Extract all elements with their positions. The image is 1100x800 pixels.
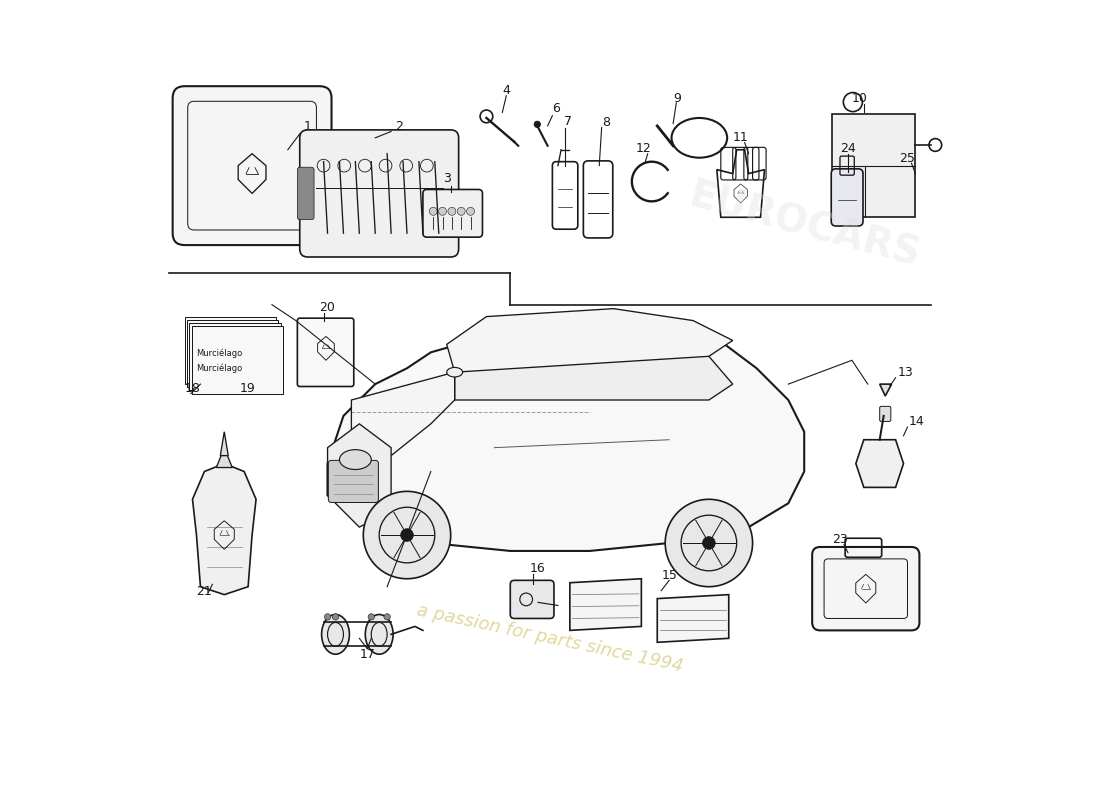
Text: 3: 3 bbox=[442, 171, 451, 185]
Text: 4: 4 bbox=[503, 84, 510, 97]
Circle shape bbox=[368, 614, 374, 620]
Polygon shape bbox=[185, 317, 276, 384]
Circle shape bbox=[429, 207, 437, 215]
Text: 16: 16 bbox=[530, 562, 546, 575]
Polygon shape bbox=[454, 341, 733, 400]
FancyBboxPatch shape bbox=[832, 114, 915, 218]
Text: Murciélago: Murciélago bbox=[197, 363, 243, 373]
Text: 24: 24 bbox=[840, 142, 856, 155]
Polygon shape bbox=[447, 309, 733, 372]
Polygon shape bbox=[880, 384, 892, 396]
FancyBboxPatch shape bbox=[300, 130, 459, 257]
Circle shape bbox=[448, 207, 455, 215]
Circle shape bbox=[666, 499, 752, 586]
Text: 10: 10 bbox=[851, 92, 868, 105]
Polygon shape bbox=[856, 440, 903, 487]
Circle shape bbox=[363, 491, 451, 578]
FancyBboxPatch shape bbox=[880, 406, 891, 422]
Circle shape bbox=[439, 207, 447, 215]
Text: 9: 9 bbox=[673, 92, 681, 105]
Text: 19: 19 bbox=[240, 382, 256, 395]
Circle shape bbox=[400, 529, 414, 542]
Text: 25: 25 bbox=[900, 152, 915, 165]
Circle shape bbox=[458, 207, 465, 215]
Text: a passion for parts since 1994: a passion for parts since 1994 bbox=[415, 602, 685, 675]
Text: 14: 14 bbox=[909, 415, 925, 429]
Text: 17: 17 bbox=[360, 648, 375, 661]
Text: 7: 7 bbox=[564, 115, 572, 128]
Text: 11: 11 bbox=[733, 131, 748, 144]
Ellipse shape bbox=[340, 450, 372, 470]
Text: Murciélago: Murciélago bbox=[197, 349, 243, 358]
Polygon shape bbox=[658, 594, 728, 642]
Text: 13: 13 bbox=[898, 366, 913, 379]
Circle shape bbox=[324, 614, 331, 620]
FancyBboxPatch shape bbox=[832, 169, 864, 226]
Text: 20: 20 bbox=[320, 301, 336, 314]
Circle shape bbox=[332, 614, 339, 620]
FancyBboxPatch shape bbox=[422, 190, 483, 237]
Polygon shape bbox=[351, 372, 454, 456]
Text: 12: 12 bbox=[636, 142, 651, 155]
Polygon shape bbox=[192, 463, 256, 594]
Ellipse shape bbox=[365, 614, 393, 654]
Polygon shape bbox=[328, 424, 392, 527]
FancyBboxPatch shape bbox=[329, 460, 378, 502]
Text: 8: 8 bbox=[602, 116, 609, 129]
Text: 6: 6 bbox=[552, 102, 560, 115]
Text: 1: 1 bbox=[304, 120, 311, 133]
FancyBboxPatch shape bbox=[297, 318, 354, 386]
Polygon shape bbox=[191, 326, 283, 394]
Text: 2: 2 bbox=[395, 120, 403, 133]
Text: EUROCARS: EUROCARS bbox=[684, 176, 924, 274]
Text: 23: 23 bbox=[832, 533, 848, 546]
Text: 15: 15 bbox=[661, 569, 678, 582]
Ellipse shape bbox=[321, 614, 350, 654]
Polygon shape bbox=[570, 578, 641, 630]
Circle shape bbox=[535, 121, 540, 127]
FancyBboxPatch shape bbox=[297, 167, 315, 220]
Ellipse shape bbox=[447, 367, 463, 377]
Polygon shape bbox=[217, 448, 232, 467]
Circle shape bbox=[384, 614, 390, 620]
Text: 21: 21 bbox=[197, 585, 212, 598]
Polygon shape bbox=[187, 320, 278, 387]
FancyBboxPatch shape bbox=[173, 86, 331, 245]
Polygon shape bbox=[220, 432, 229, 456]
Text: 18: 18 bbox=[185, 382, 200, 395]
Circle shape bbox=[703, 537, 715, 550]
Polygon shape bbox=[189, 323, 280, 390]
Circle shape bbox=[466, 207, 474, 215]
Polygon shape bbox=[328, 325, 804, 551]
FancyBboxPatch shape bbox=[510, 580, 554, 618]
FancyBboxPatch shape bbox=[812, 547, 920, 630]
